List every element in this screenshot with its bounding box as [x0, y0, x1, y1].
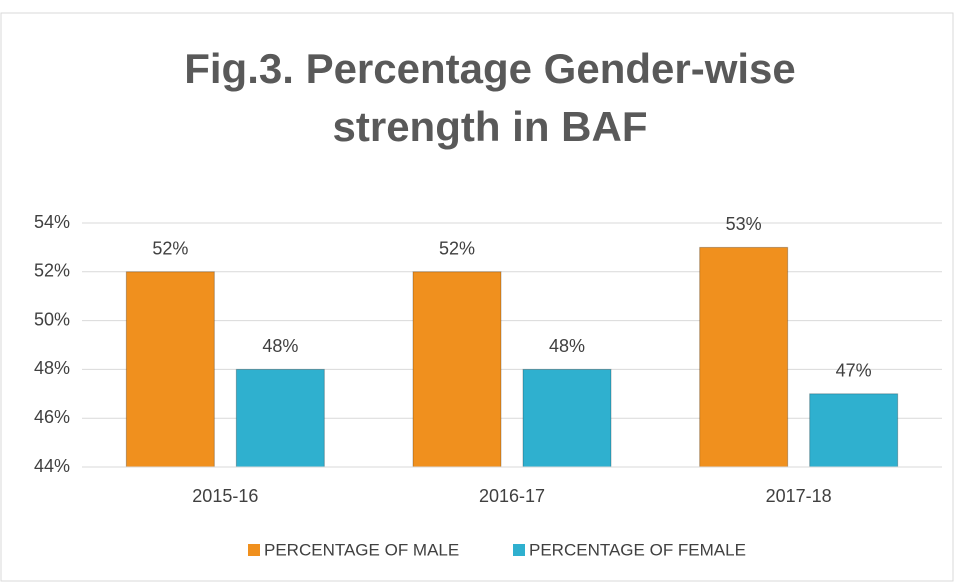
x-tick-label: 2016-17	[479, 486, 545, 506]
bar	[522, 368, 612, 468]
y-tick-label: 50%	[34, 309, 70, 329]
legend-swatch	[248, 544, 260, 556]
y-tick-label: 46%	[34, 407, 70, 427]
y-tick-label: 44%	[34, 456, 70, 476]
data-label: 52%	[152, 239, 188, 259]
y-tick-label: 48%	[34, 358, 70, 378]
y-tick-label: 54%	[34, 212, 70, 232]
chart-border	[0, 12, 954, 582]
x-tick-label: 2015-16	[192, 486, 258, 506]
bar	[809, 393, 899, 468]
bar	[412, 271, 502, 468]
legend-swatch	[513, 544, 525, 556]
bar	[235, 368, 325, 468]
data-label: 47%	[836, 361, 872, 381]
y-tick-label: 52%	[34, 261, 70, 281]
data-label: 48%	[262, 336, 298, 356]
bar	[125, 271, 215, 468]
data-label: 52%	[439, 239, 475, 259]
x-tick-label: 2017-18	[766, 486, 832, 506]
legend-label: PERCENTAGE OF MALE	[264, 540, 459, 559]
data-label: 48%	[549, 336, 585, 356]
legend-label: PERCENTAGE OF FEMALE	[529, 540, 746, 559]
data-label: 53%	[726, 214, 762, 234]
chart-title: Fig.3. Percentage Gender-wise strength i…	[184, 45, 796, 150]
bar	[699, 246, 789, 468]
